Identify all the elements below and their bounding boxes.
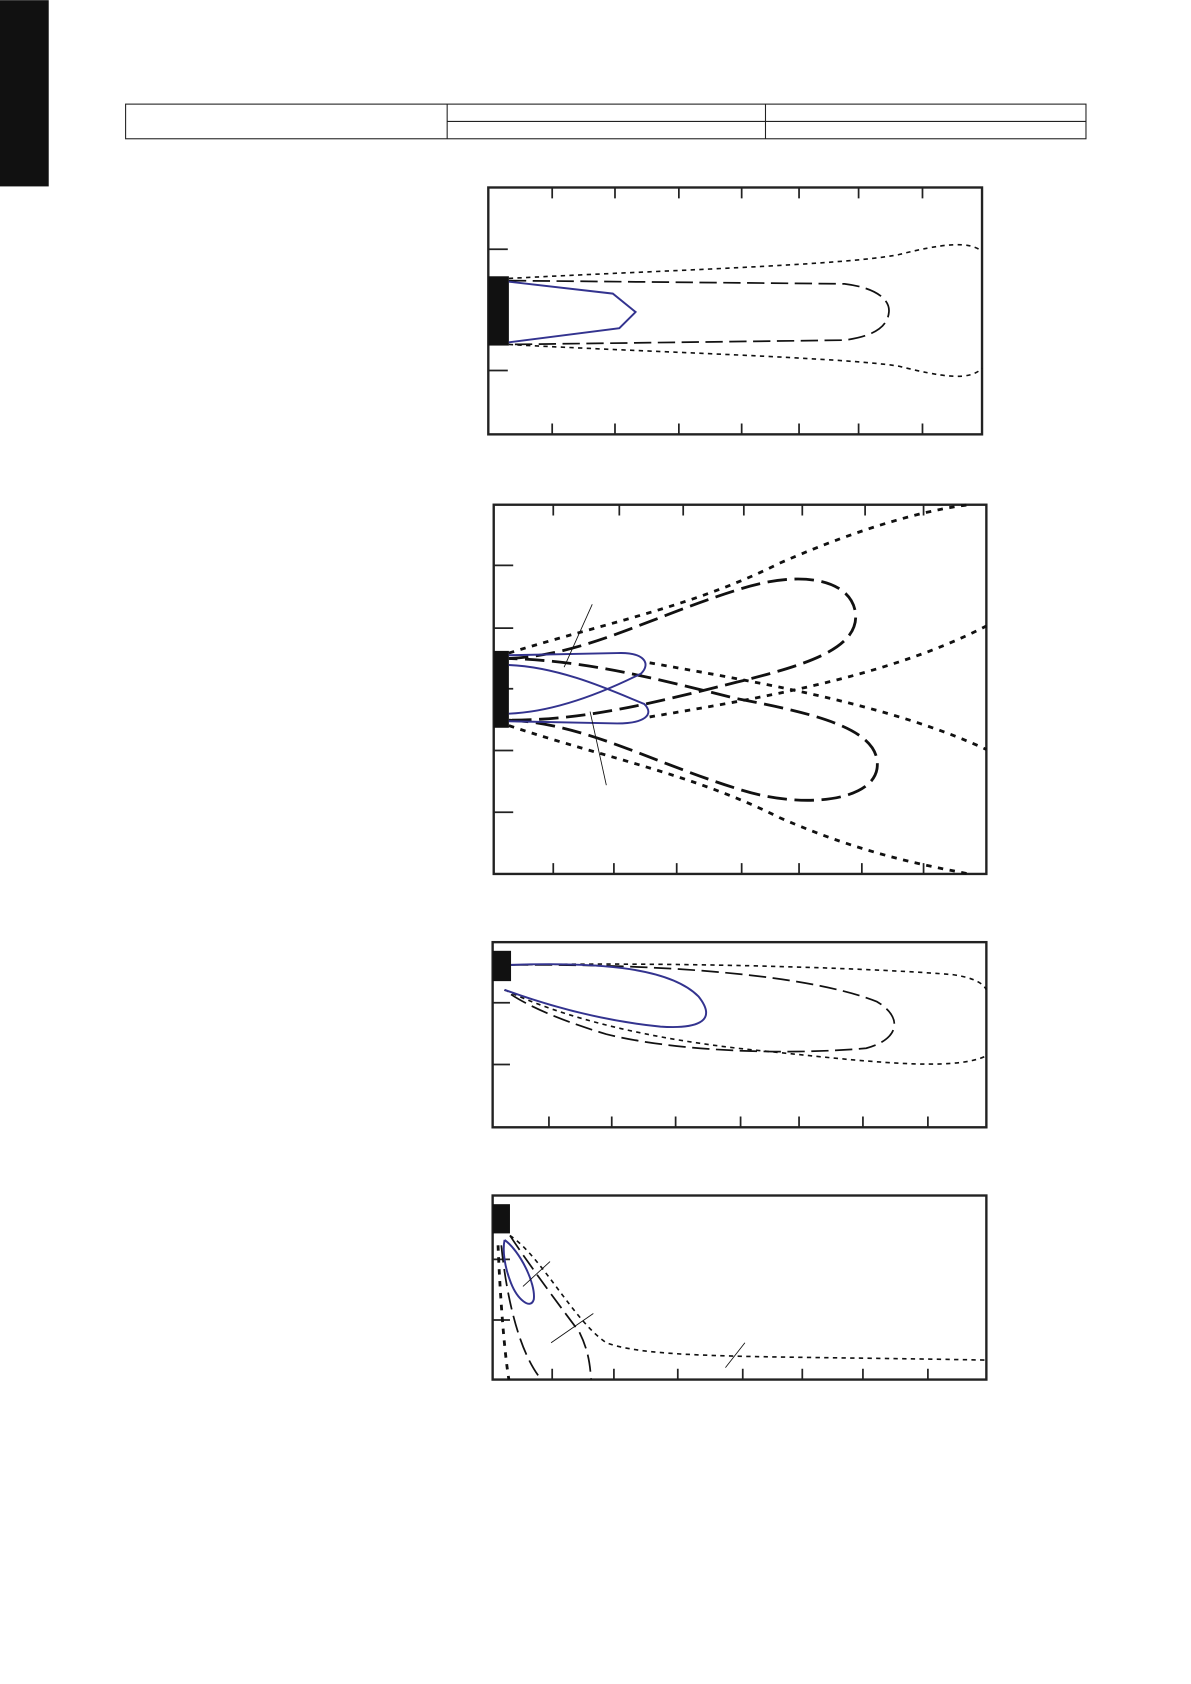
source-block <box>493 650 509 728</box>
diagram-frame <box>487 186 984 436</box>
diagram-frame <box>491 940 988 1129</box>
ticks <box>492 1258 929 1380</box>
table <box>125 103 1087 140</box>
curve <box>508 652 647 715</box>
curve <box>509 1234 987 1361</box>
source-block <box>492 1204 510 1234</box>
curve <box>508 577 857 722</box>
diagram-1 <box>487 186 984 436</box>
source-block <box>492 950 512 982</box>
diagram-frame <box>491 1194 988 1381</box>
diagram-4 <box>491 1194 988 1381</box>
curve <box>508 657 879 802</box>
diagram-2 <box>492 503 988 876</box>
curve <box>508 280 638 344</box>
curve <box>509 1235 593 1380</box>
curve <box>508 664 650 725</box>
pointer-line <box>522 1261 746 1368</box>
ticks <box>492 1001 929 1128</box>
ticks <box>488 187 924 435</box>
curve <box>502 1239 535 1305</box>
curve <box>504 963 988 1065</box>
curve <box>508 243 983 280</box>
curve <box>504 963 896 1053</box>
source-block <box>488 276 509 346</box>
curve <box>496 1245 511 1380</box>
curve <box>508 724 970 876</box>
curve <box>500 1245 543 1381</box>
pointer-line <box>563 604 607 786</box>
curve <box>508 503 970 655</box>
diagram-3 <box>491 940 988 1129</box>
diagram-frame <box>492 503 988 876</box>
curve <box>504 963 707 1028</box>
section-tab <box>0 0 49 187</box>
curve <box>649 661 987 751</box>
curve <box>508 343 983 378</box>
curve <box>508 279 890 346</box>
